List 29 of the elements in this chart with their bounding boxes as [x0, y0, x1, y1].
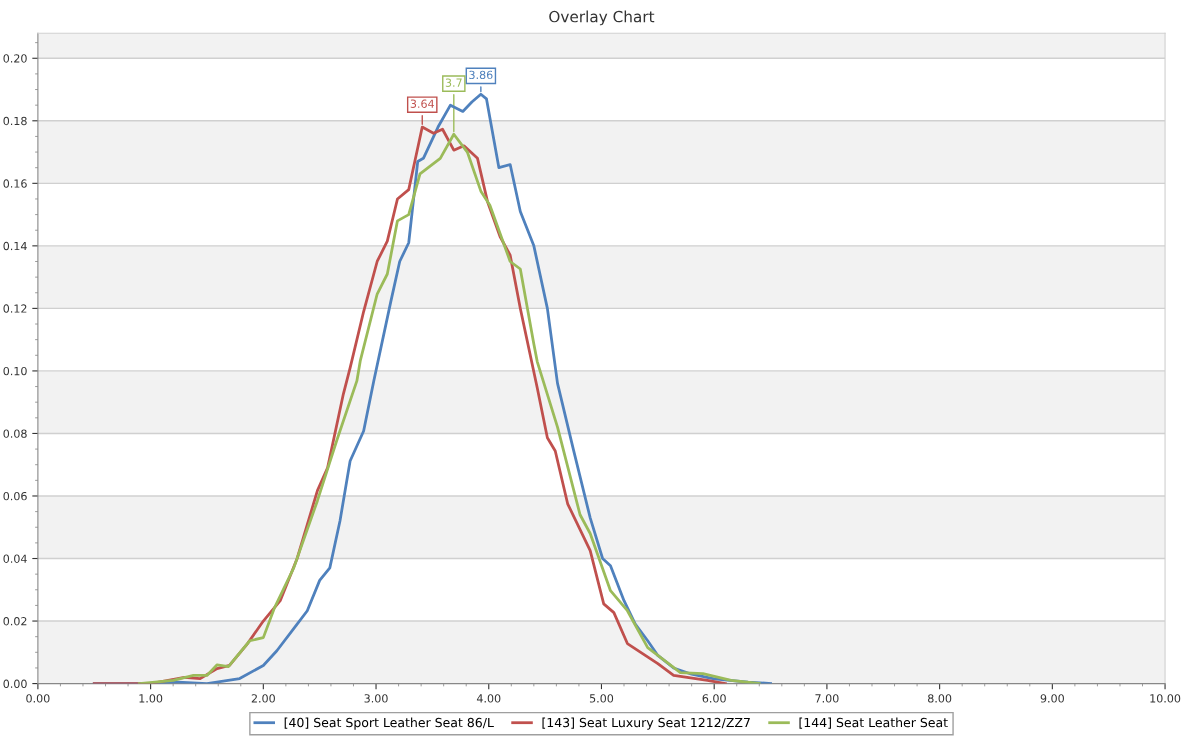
x-tick-label: 8.00 — [928, 694, 952, 703]
y-tick-label: 0.06 — [3, 491, 27, 501]
chart-title: Overlay Chart — [549, 10, 655, 26]
annotation: 3.7 — [445, 78, 462, 87]
x-tick-label: 6.00 — [702, 694, 726, 703]
y-tick-label: 0.10 — [3, 366, 27, 376]
y-tick-label: 0.20 — [3, 54, 27, 63]
legend-label: [40] Seat Sport Leather Seat 86/L — [284, 717, 494, 730]
y-tick-label: 0.02 — [3, 617, 27, 626]
legend-label: [144] Seat Leather Seat — [799, 717, 948, 729]
legend-label: [143] Seat Luxury Seat 1212/ZZ7 — [542, 717, 750, 730]
y-tick-label: 0.14 — [3, 241, 27, 251]
x-tick-label: 9.00 — [1040, 694, 1064, 703]
x-tick-label: 4.00 — [476, 694, 501, 703]
y-tick-label: 0.00 — [3, 679, 27, 688]
annotation: 3.86 — [469, 70, 493, 80]
x-tick-label: 7.00 — [815, 694, 839, 703]
x-tick-label: 0.00 — [26, 694, 50, 703]
x-tick-label: 5.00 — [589, 694, 614, 703]
x-tick-label: 3.00 — [364, 694, 388, 703]
x-tick-label: 2.00 — [251, 694, 275, 703]
y-tick-label: 0.18 — [3, 116, 27, 126]
y-tick-label: 0.08 — [3, 429, 27, 438]
y-tick-label: 0.04 — [3, 554, 27, 563]
x-tick-label: 1.00 — [139, 694, 163, 703]
annotation: 3.64 — [410, 99, 434, 108]
y-tick-label: 0.12 — [3, 304, 27, 313]
x-tick-label: 10.00 — [1150, 694, 1181, 703]
y-tick-label: 0.16 — [3, 179, 27, 188]
